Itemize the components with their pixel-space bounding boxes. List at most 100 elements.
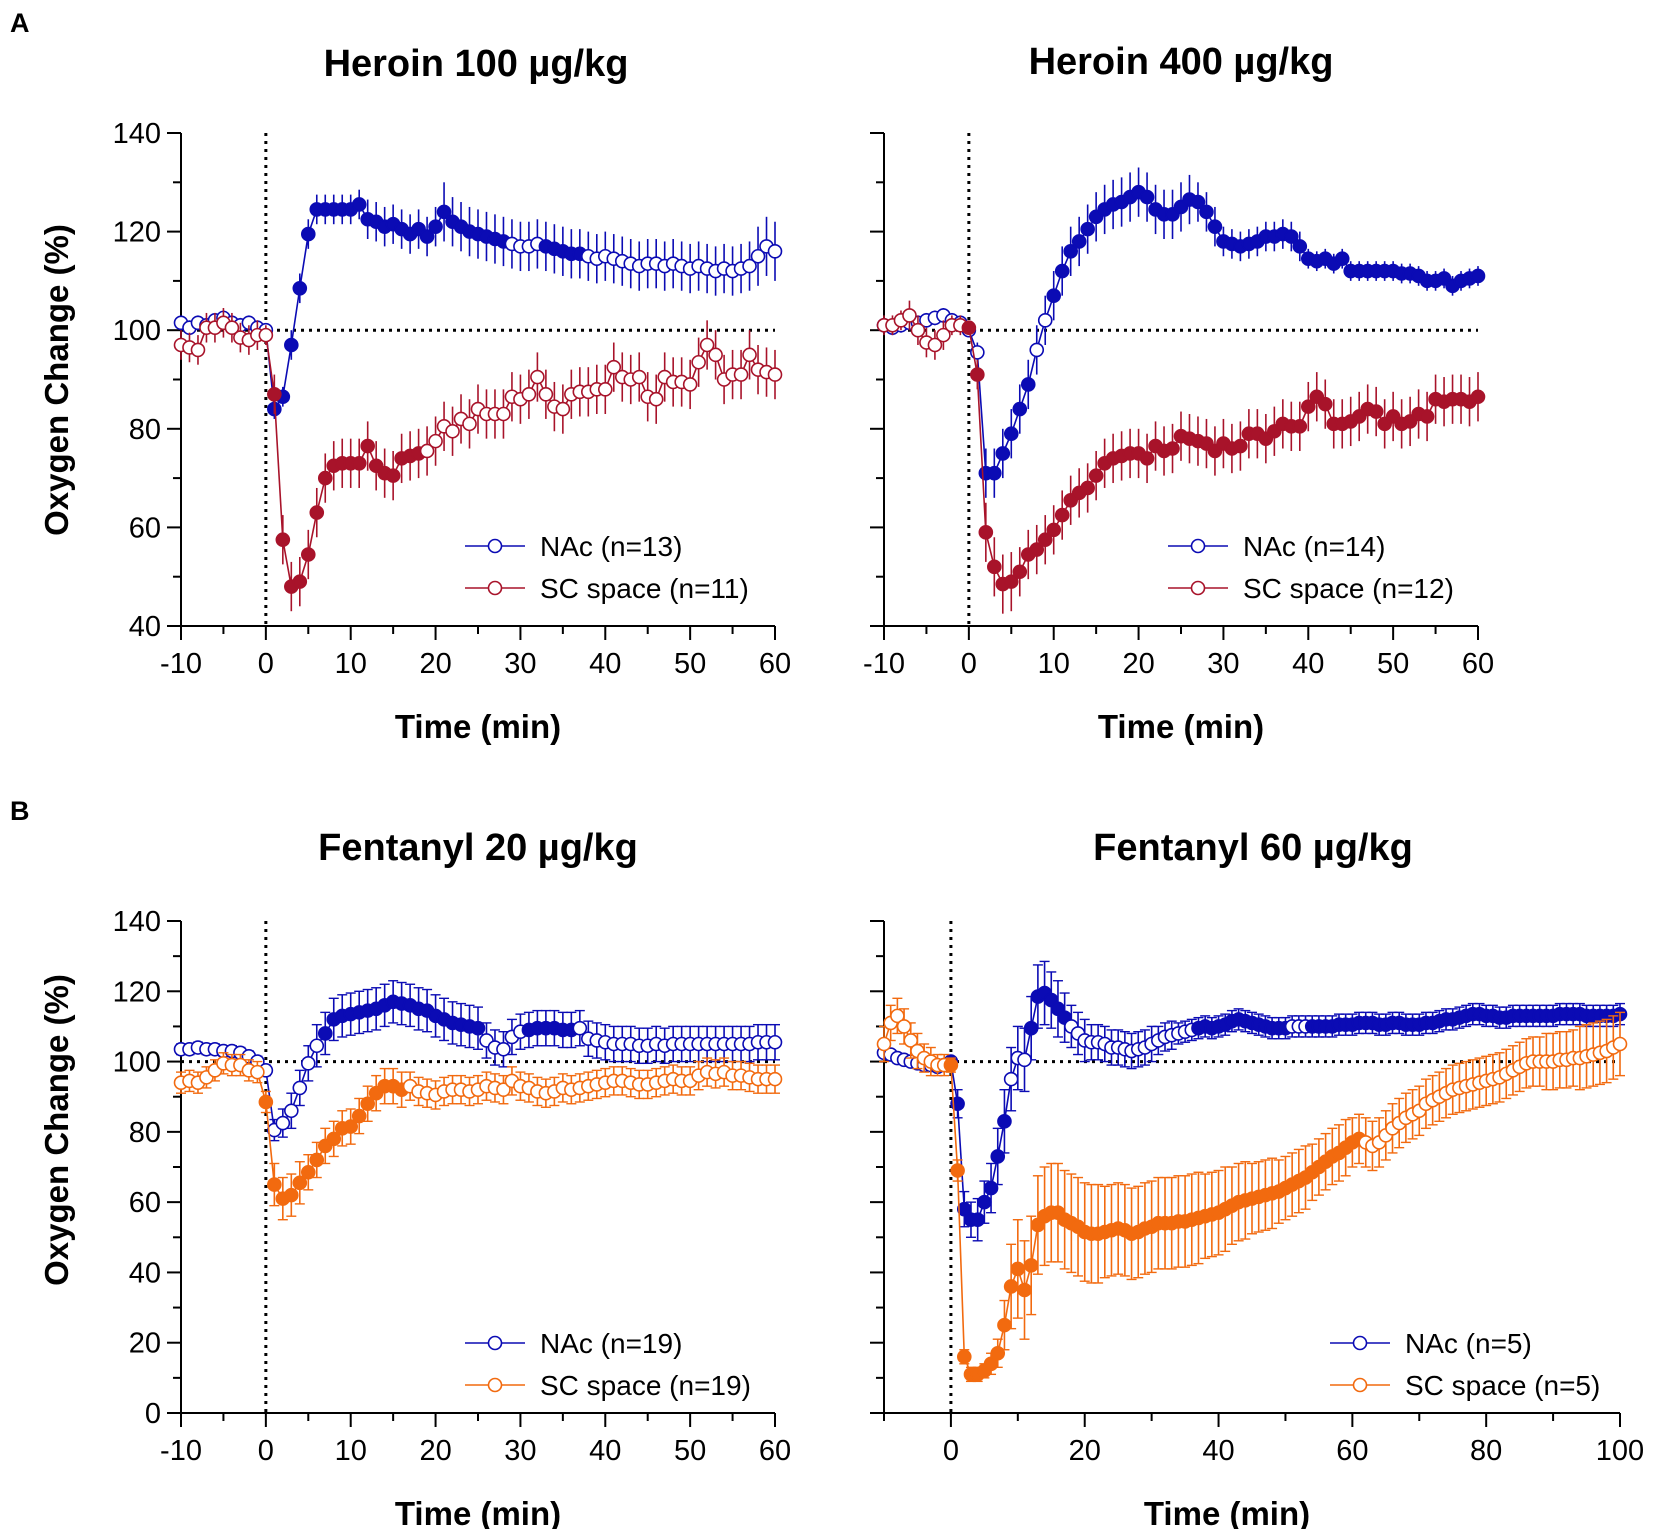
x-tick-label: 100 [1596, 1435, 1644, 1467]
data-point [419, 229, 435, 244]
data-point [1037, 532, 1053, 548]
data-point [1017, 1282, 1032, 1298]
data-point-open [699, 337, 715, 353]
legend-label: SC space (n=12) [1243, 573, 1454, 604]
chart-title: Fentanyl 60 µg/kg [1093, 827, 1413, 869]
data-point-open [890, 1008, 905, 1024]
x-tick-label: 50 [674, 648, 706, 680]
x-tick-label: 50 [1377, 648, 1409, 680]
data-point [300, 226, 316, 242]
legend-marker [1190, 580, 1206, 596]
data-point [970, 1212, 985, 1228]
data-point [987, 465, 1002, 481]
data-point-open [767, 367, 783, 382]
data-point [997, 1114, 1012, 1129]
data-point-open [767, 244, 783, 259]
data-point-open [496, 1082, 511, 1097]
data-point [267, 1177, 282, 1192]
x-tick-label: 60 [1336, 1435, 1368, 1467]
x-tick-label: 0 [258, 1435, 274, 1467]
data-point-open [1029, 342, 1045, 358]
data-point [1317, 396, 1333, 412]
x-axis-title: Time (min) [395, 1495, 561, 1529]
data-point [317, 470, 333, 486]
data-point-open [530, 369, 545, 385]
data-point [1010, 1261, 1026, 1277]
data-point [351, 456, 367, 471]
y-tick-label: 140 [113, 906, 161, 938]
data-point-open [903, 1033, 919, 1048]
legend-label: SC space (n=11) [540, 573, 749, 604]
panel-label-b: B [10, 796, 30, 826]
data-point-open [445, 423, 460, 439]
chart-fentanyl-20: Fentanyl 20 µg/kg 0 20 40 60 80 100 120 140 -10 0 1… [113, 827, 792, 1529]
series-sc-space [876, 997, 1628, 1383]
legend-marker [1190, 538, 1206, 554]
data-point [990, 1149, 1006, 1164]
data-point [1470, 268, 1486, 284]
x-tick-label: 30 [504, 648, 536, 680]
data-point-open [606, 359, 622, 375]
x-tick-label: 10 [335, 1435, 367, 1467]
data-point [961, 320, 977, 336]
x-tick-label: 20 [1122, 648, 1154, 680]
data-point [284, 337, 299, 353]
data-point [1419, 409, 1435, 424]
data-point [1233, 438, 1248, 454]
data-point-open [750, 248, 766, 264]
data-point-open [555, 401, 571, 417]
data-point-open [538, 386, 554, 402]
data-point [351, 1108, 367, 1124]
x-tick-label: 40 [1202, 1435, 1234, 1467]
x-tick-label: 10 [335, 648, 367, 680]
data-point [995, 446, 1011, 461]
data-point [275, 532, 291, 548]
data-point [1054, 263, 1070, 279]
legend-label: SC space (n=5) [1405, 1370, 1600, 1401]
data-point-open [292, 1080, 308, 1096]
y-tick-label: 0 [145, 1398, 161, 1430]
x-tick-label: 40 [1292, 648, 1324, 680]
x-tick-label: 80 [1470, 1435, 1502, 1467]
data-point [360, 438, 375, 454]
data-point [956, 1349, 972, 1365]
y-tick-label: 80 [129, 1117, 161, 1149]
legend-marker [487, 580, 503, 596]
data-point [990, 1345, 1006, 1361]
series-sc-space [876, 300, 1486, 614]
data-point [1207, 219, 1223, 234]
x-tick-label: 30 [1207, 648, 1239, 680]
data-point-open [284, 1103, 299, 1119]
data-point [1080, 221, 1095, 237]
data-point [436, 204, 452, 220]
x-axis-title: Time (min) [1098, 708, 1264, 745]
data-point [317, 1026, 333, 1041]
legend-label: NAc (n=5) [1405, 1328, 1532, 1359]
data-point-open [896, 1019, 912, 1034]
x-tick-label: -10 [160, 648, 202, 680]
data-point [470, 1020, 486, 1036]
x-axis-title: Time (min) [395, 708, 561, 745]
chart-heroin-400: Heroin 400 µg/kg -10 0 10 20 30 40 50 60 Time (mi… [863, 41, 1494, 745]
y-tick-label: 120 [113, 976, 161, 1008]
legend-marker [487, 1377, 503, 1393]
y-tick-label: 140 [113, 118, 161, 150]
y-tick-label: 80 [129, 414, 161, 446]
chart-title: Fentanyl 20 µg/kg [318, 827, 638, 869]
series-sc-space [173, 1052, 783, 1221]
data-point [267, 386, 282, 402]
legend-marker [487, 538, 503, 554]
data-point-open [428, 433, 443, 449]
data-point [1284, 229, 1299, 244]
data-point [1003, 574, 1019, 589]
data-point [1139, 451, 1155, 466]
data-point [309, 505, 325, 520]
data-point [983, 1180, 999, 1196]
x-tick-label: -10 [863, 648, 905, 680]
data-point [309, 1152, 325, 1168]
legend-marker [487, 1335, 503, 1351]
data-point-open [682, 377, 698, 392]
data-point [1003, 426, 1019, 442]
y-tick-label: 60 [129, 512, 161, 544]
data-point [1029, 542, 1045, 557]
